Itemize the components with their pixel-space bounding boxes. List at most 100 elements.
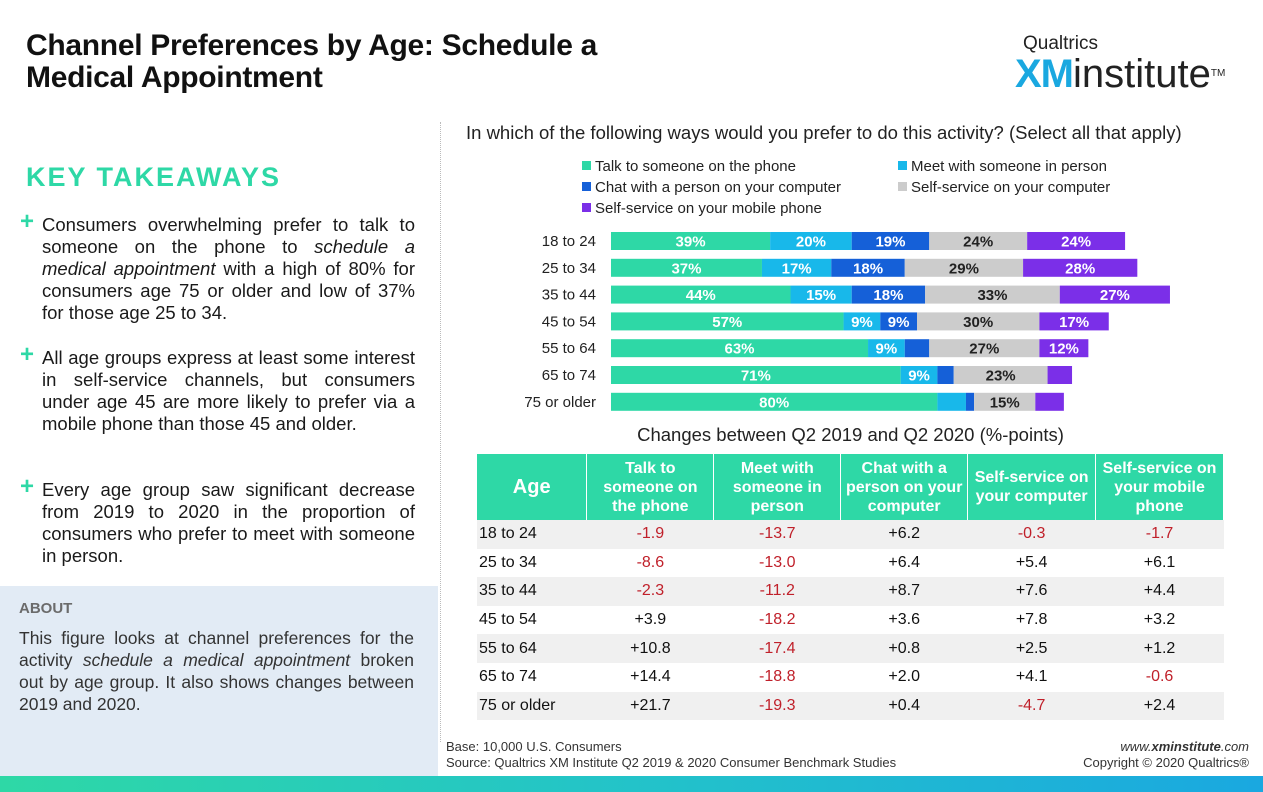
bar-segment xyxy=(611,339,869,358)
table-row: 45 to 54 +3.9 -18.2 +3.6 +7.8 +3.2 xyxy=(477,605,1224,635)
bar-segment xyxy=(770,232,852,250)
table-cell-value: +8.7 xyxy=(840,577,968,606)
legend-swatch xyxy=(582,161,591,170)
bar-value-label: 24% xyxy=(1061,234,1091,251)
bar-segment xyxy=(904,339,930,358)
footer-right: www.xminstitute.com Copyright © 2020 Qua… xyxy=(1083,739,1249,771)
logo-qualtrics-text: Qualtrics xyxy=(1023,33,1098,54)
bar-segment xyxy=(611,285,791,304)
table-row: 18 to 24 -1.9 -13.7 +6.2 -0.3 -1.7 xyxy=(477,520,1224,549)
bar-value-label: 37% xyxy=(671,260,701,277)
bar-segment xyxy=(929,339,1040,358)
bar-segment xyxy=(1047,366,1073,384)
changes-table-title: Changes between Q2 2019 and Q2 2020 (%-p… xyxy=(637,424,1064,445)
column-header-age: Age xyxy=(477,454,588,520)
table-cell-value: +2.5 xyxy=(967,634,1096,663)
bar-segment xyxy=(1023,258,1138,277)
bar-segment xyxy=(790,285,852,304)
table-cell-value: +6.4 xyxy=(840,548,968,578)
table-header-row: Age Talk to someone on the phone Meet wi… xyxy=(477,454,1224,520)
table-row: 75 or older +21.7 -19.3 +0.4 -4.7 +2.4 xyxy=(477,691,1224,721)
bar-value-label: 15% xyxy=(806,287,836,304)
bar-segment xyxy=(831,258,905,277)
bar-segment xyxy=(761,258,832,277)
about-label: ABOUT xyxy=(19,600,73,617)
bar-value-label: 28% xyxy=(1065,260,1095,277)
bar-segment xyxy=(611,232,771,250)
bar-value-label: 33% xyxy=(977,287,1007,304)
legend-item-in-person: Meet with someone in person xyxy=(898,158,1107,175)
table-cell-age: 45 to 54 xyxy=(477,605,587,635)
chart-legend: Talk to someone on the phone Meet with s… xyxy=(582,158,1182,222)
table-cell-value: -13.7 xyxy=(713,520,841,549)
footer-url[interactable]: www.xminstitute.com xyxy=(1120,739,1249,754)
legend-item-chat: Chat with a person on your computer xyxy=(582,179,841,196)
table-cell-value: +2.4 xyxy=(1095,691,1224,721)
plus-icon: + xyxy=(20,473,35,500)
table-cell-value: +14.4 xyxy=(586,662,714,692)
table-cell-value: +4.1 xyxy=(967,662,1096,692)
chart-title: In which of the following ways would you… xyxy=(466,122,1182,143)
table-cell-value: -13.0 xyxy=(713,548,841,578)
footer-base: Base: 10,000 U.S. Consumers xyxy=(446,739,622,754)
legend-item-self-service-computer: Self-service on your computer xyxy=(898,179,1110,196)
bar-segment xyxy=(611,366,901,384)
category-label: 35 to 44 xyxy=(542,287,596,304)
bar-segment xyxy=(917,312,1040,331)
bar-segment xyxy=(937,366,954,384)
table-row: 55 to 64 +10.8 -17.4 +0.8 +2.5 +1.2 xyxy=(477,634,1224,663)
legend-swatch xyxy=(898,161,907,170)
bar-value-label: 44% xyxy=(686,287,716,304)
bar-value-label: 27% xyxy=(1100,287,1130,304)
table-cell-age: 35 to 44 xyxy=(477,577,587,606)
category-label: 75 or older xyxy=(524,394,596,411)
table-cell-value: -11.2 xyxy=(713,577,841,606)
takeaway-text: All age groups express at least some int… xyxy=(42,347,415,434)
bar-value-label: 39% xyxy=(676,234,706,251)
bar-segment xyxy=(974,392,1036,411)
category-label: 45 to 54 xyxy=(542,313,596,330)
table-cell-value: +0.4 xyxy=(840,691,968,721)
table-row: 25 to 34 -8.6 -13.0 +6.4 +5.4 +6.1 xyxy=(477,548,1224,578)
takeaway-item: + Every age group saw significant decrea… xyxy=(20,473,415,567)
table-cell-age: 18 to 24 xyxy=(477,520,587,549)
page-title: Channel Preferences by Age: Schedule a M… xyxy=(26,29,598,94)
plus-icon: + xyxy=(20,208,35,235)
column-header-self-service-mobile: Self-service on your mobile phone xyxy=(1095,454,1224,520)
bar-segment xyxy=(925,285,1060,304)
table-cell-value: +7.6 xyxy=(967,577,1096,606)
footer-source: Source: Qualtrics XM Institute Q2 2019 &… xyxy=(446,755,897,770)
bar-value-label: 9% xyxy=(888,314,910,331)
bar-value-label: 18% xyxy=(873,287,903,304)
takeaway-item: + All age groups express at least some i… xyxy=(20,343,415,435)
table-cell-value: +21.7 xyxy=(586,691,714,721)
category-label: 18 to 24 xyxy=(542,233,596,250)
table-cell-value: +6.1 xyxy=(1095,548,1224,578)
table-cell-value: +4.4 xyxy=(1095,577,1224,606)
qualtrics-xm-institute-logo: Qualtrics XMinstituteTM xyxy=(1015,33,1235,96)
table-cell-value: -19.3 xyxy=(713,691,841,721)
bar-segment xyxy=(880,312,917,331)
category-label: 65 to 74 xyxy=(542,367,596,384)
stacked-bar-chart: 18 to 24 39% 20% 19% 24% 24% 25 to 34 37% 17% 18%… xyxy=(524,232,1170,411)
bar-segment xyxy=(1035,392,1064,411)
bar-segment xyxy=(965,392,975,411)
logo-institute: institute xyxy=(1073,52,1211,96)
table-cell-age: 65 to 74 xyxy=(477,662,587,692)
bar-value-label: 9% xyxy=(851,314,873,331)
table-cell-value: +7.8 xyxy=(967,605,1096,635)
bar-segment xyxy=(929,232,1028,250)
table-cell-value: -2.3 xyxy=(586,577,714,606)
table-cell-value: +10.8 xyxy=(586,634,714,663)
bar-value-label: 9% xyxy=(908,368,930,385)
bar-segment xyxy=(937,392,966,411)
category-label: 55 to 64 xyxy=(542,340,596,357)
bar-value-label: 23% xyxy=(986,368,1016,385)
bar-segment xyxy=(904,258,1024,277)
bar-value-label: 18% xyxy=(853,260,883,277)
column-header-chat: Chat with a person on your computer xyxy=(840,454,969,520)
bottom-gradient-bar xyxy=(0,776,1263,792)
table-cell-value: -0.6 xyxy=(1095,662,1224,692)
category-label: 25 to 34 xyxy=(542,260,596,277)
changes-table: Age Talk to someone on the phone Meet wi… xyxy=(477,454,1224,721)
